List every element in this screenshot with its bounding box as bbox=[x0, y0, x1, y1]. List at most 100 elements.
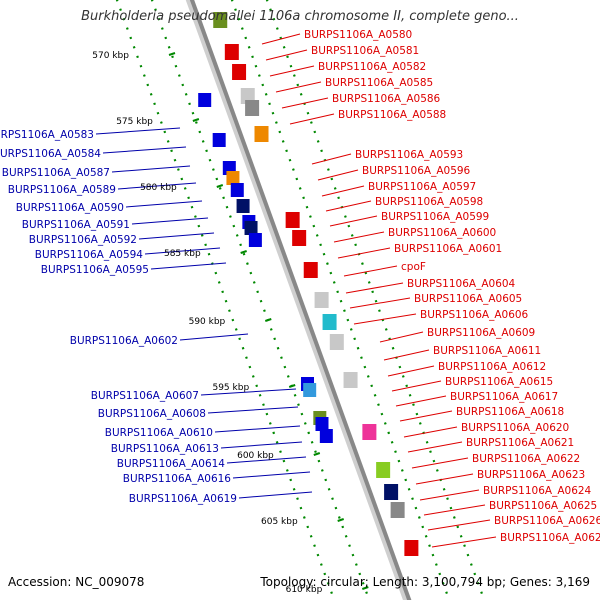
reverse-gene-label: BURPS1106A_A0583 bbox=[0, 129, 94, 141]
forward-gene-label: BURPS1106A_A0620 bbox=[461, 422, 569, 434]
kbp-tick bbox=[192, 118, 200, 122]
forward-gene-block-9 bbox=[303, 262, 318, 278]
forward-leader-line bbox=[353, 313, 417, 325]
forward-gene-block-15 bbox=[376, 462, 391, 478]
forward-leader-line bbox=[387, 365, 435, 377]
forward-gene-label: BURPS1106A_A0604 bbox=[407, 278, 516, 290]
reverse-gene-label: BURPS1106A_A0613 bbox=[111, 443, 219, 455]
forward-leader-line bbox=[415, 473, 474, 485]
forward-gene-block-13 bbox=[343, 372, 358, 388]
reverse-leader-line bbox=[138, 232, 215, 240]
forward-gene-block-3 bbox=[232, 64, 247, 80]
forward-leader-line bbox=[423, 504, 486, 516]
backbone-line bbox=[189, 0, 413, 604]
reverse-leader-line bbox=[117, 182, 197, 190]
chromosome-backbone bbox=[185, 0, 413, 604]
reverse-leader-line bbox=[144, 247, 221, 255]
forward-gene-label: BURPS1106A_A0600 bbox=[388, 227, 496, 239]
forward-leader-line bbox=[395, 395, 447, 407]
forward-gene-label: BURPS1106A_A0593 bbox=[355, 149, 463, 161]
forward-gene-label: BURPS1106A_A0582 bbox=[318, 61, 426, 73]
gene-labels: BURPS1106A_A0580 BURPS1106A_A0581 BURPS110… bbox=[0, 29, 600, 544]
forward-leader-line bbox=[391, 380, 442, 392]
reverse-gene-block-11 bbox=[303, 383, 317, 397]
label-leader-lines bbox=[95, 33, 497, 548]
forward-gene-block-5 bbox=[245, 100, 260, 116]
forward-gene-block-8 bbox=[292, 230, 307, 246]
kbp-label: 585 kbp bbox=[164, 249, 201, 259]
kbp-label: 600 kbp bbox=[237, 451, 274, 461]
forward-gene-label: BURPS1106A_A0624 bbox=[483, 485, 592, 497]
forward-leader-line bbox=[419, 489, 480, 501]
forward-gene-block-16 bbox=[384, 484, 399, 500]
reverse-gene-block-6 bbox=[236, 199, 250, 213]
forward-gene-label: BURPS1106A_A0611 bbox=[433, 345, 541, 357]
forward-gene-label: BURPS1106A_A0617 bbox=[450, 391, 558, 403]
reverse-leader-line bbox=[220, 441, 303, 449]
reverse-gene-block-5 bbox=[230, 183, 244, 197]
forward-gene-block-7 bbox=[285, 212, 300, 228]
reverse-gene-label: BURPS1106A_A0589 bbox=[8, 184, 116, 196]
forward-gene-label: BURPS1106A_A0588 bbox=[338, 109, 446, 121]
reverse-leader-line bbox=[179, 333, 249, 341]
map-title: Burkholderia pseudomallei 1106a chromoso… bbox=[81, 9, 519, 24]
forward-leader-line bbox=[431, 536, 497, 548]
forward-leader-line bbox=[411, 457, 469, 469]
forward-leader-line bbox=[343, 265, 398, 277]
reverse-gene-block-9 bbox=[248, 233, 262, 247]
reverse-gene-label: BURPS1106A_A0616 bbox=[123, 473, 232, 485]
forward-gene-label: BURPS1106A_A0612 bbox=[438, 361, 546, 373]
reverse-leader-line bbox=[238, 491, 313, 499]
forward-leader-line bbox=[329, 215, 378, 227]
reverse-leader-line bbox=[200, 388, 297, 396]
forward-leader-line bbox=[427, 519, 491, 531]
kbp-label: 590 kbp bbox=[189, 317, 226, 327]
gene-features bbox=[198, 12, 419, 556]
kbp-tick bbox=[264, 318, 272, 322]
kbp-tick bbox=[216, 184, 224, 188]
reverse-gene-block-14 bbox=[319, 429, 333, 443]
reverse-leader-line bbox=[102, 146, 187, 154]
reverse-leader-line bbox=[150, 262, 227, 270]
reverse-gene-label: BURPS1106A_A0610 bbox=[105, 427, 213, 439]
forward-gene-label: BURPS1106A_A0622 bbox=[472, 453, 580, 465]
reverse-leader-line bbox=[131, 217, 209, 225]
reverse-gene-label: BURPS1106A_A0584 bbox=[0, 148, 101, 160]
forward-gene-block-10 bbox=[314, 292, 329, 308]
kbp-label: 570 kbp bbox=[92, 51, 129, 61]
kbp-tick bbox=[337, 518, 345, 522]
forward-leader-line bbox=[349, 297, 411, 309]
reverse-gene-label: BURPS1106A_A0592 bbox=[29, 234, 137, 246]
forward-gene-label: BURPS1106A_A0580 bbox=[304, 29, 412, 41]
kbp-label: 580 kbp bbox=[140, 183, 177, 193]
dotted-track-2 bbox=[150, 0, 372, 604]
forward-leader-line bbox=[337, 247, 391, 259]
forward-gene-label: BURPS1106A_A0586 bbox=[332, 93, 441, 105]
forward-gene-block-6 bbox=[254, 126, 269, 142]
forward-leader-line bbox=[311, 153, 352, 165]
accession-text: Accession: NC_009078 bbox=[8, 575, 145, 589]
forward-gene-label: BURPS1106A_A0598 bbox=[375, 196, 483, 208]
forward-gene-block-17 bbox=[390, 502, 405, 518]
genome-summary-text: Topology: circular; Length: 3,100,794 bp… bbox=[260, 575, 590, 589]
forward-gene-label: BURPS1106A_A0605 bbox=[414, 293, 522, 305]
forward-gene-label: BURPS1106A_A0626 bbox=[494, 515, 600, 527]
reverse-leader-line bbox=[207, 406, 299, 414]
forward-gene-label: BURPS1106A_A0581 bbox=[311, 45, 419, 57]
kbp-label: 610 kbp bbox=[286, 585, 323, 595]
forward-gene-label: BURPS1106A_A0623 bbox=[477, 469, 585, 481]
forward-leader-line bbox=[333, 231, 385, 243]
kbp-label: 575 kbp bbox=[116, 117, 153, 127]
forward-leader-line bbox=[275, 81, 322, 93]
reverse-gene-block-13 bbox=[315, 417, 329, 431]
forward-gene-block-11 bbox=[322, 314, 337, 330]
reverse-gene-label: BURPS1106A_A0587 bbox=[2, 167, 110, 179]
kbp-tick bbox=[313, 452, 321, 456]
forward-leader-line bbox=[379, 331, 424, 343]
reverse-gene-label: BURPS1106A_A0594 bbox=[35, 249, 144, 261]
forward-gene-label: BURPS1106A_A0615 bbox=[445, 376, 553, 388]
forward-gene-label: BURPS1106A_A0599 bbox=[381, 211, 489, 223]
reverse-gene-label: BURPS1106A_A0590 bbox=[16, 202, 124, 214]
kbp-scale: 570 kbp 575 kbp 580 kbp 585 kbp 590 kbp 595 k… bbox=[92, 51, 369, 595]
forward-gene-block-18 bbox=[404, 540, 419, 556]
